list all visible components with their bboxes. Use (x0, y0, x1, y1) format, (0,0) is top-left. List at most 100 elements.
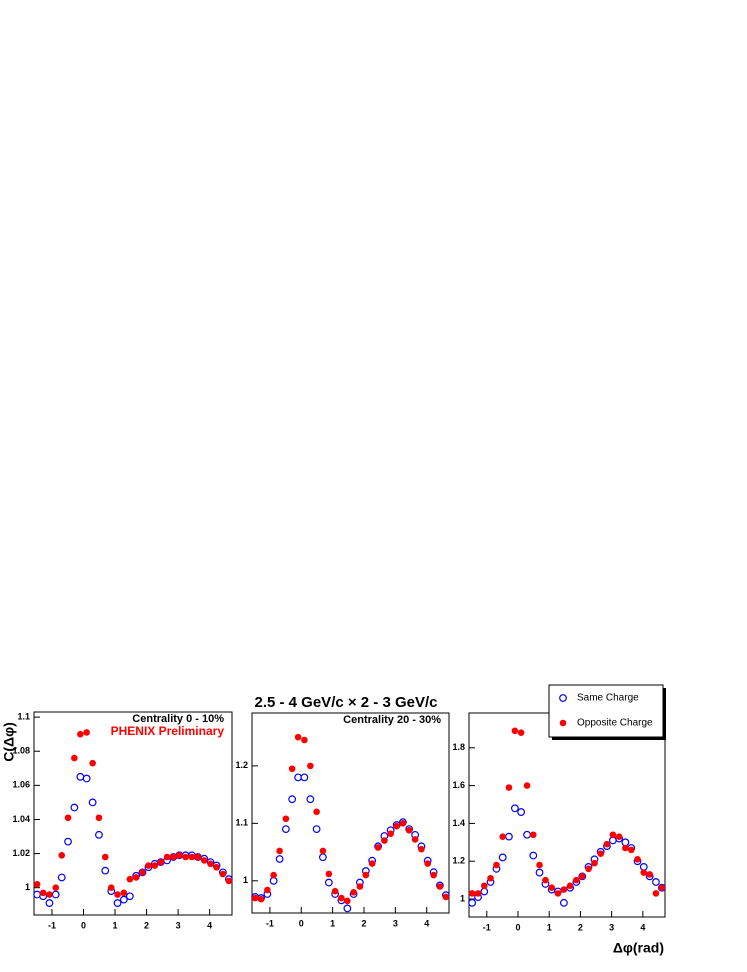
data-point (58, 851, 66, 859)
data-point (207, 860, 214, 868)
data-point (436, 883, 444, 890)
data-point (157, 858, 165, 866)
data-point (646, 871, 654, 878)
data-point (45, 899, 54, 907)
data-point (381, 837, 388, 844)
data-point (70, 803, 79, 812)
data-point (493, 861, 500, 869)
data-point (95, 814, 103, 822)
data-point (306, 795, 315, 804)
data-point (288, 795, 297, 804)
data-point (264, 886, 271, 894)
data-point (573, 876, 580, 884)
data-point (523, 782, 531, 789)
data-point (609, 831, 617, 839)
data-point (621, 838, 630, 847)
data-point (319, 847, 327, 855)
data-point (282, 815, 290, 823)
data-point (529, 851, 538, 860)
legend-label: Same Charge (577, 693, 639, 704)
data-point (89, 759, 96, 767)
x-tick-label: 3 (176, 920, 181, 930)
legend-marker (559, 719, 567, 727)
data-point (126, 875, 134, 883)
y-tick-label: 1.2 (452, 856, 465, 866)
data-point (634, 856, 641, 863)
data-point (294, 773, 303, 782)
data-point (597, 850, 605, 857)
y-tick-label: 1.02 (12, 848, 30, 858)
data-point (275, 855, 284, 863)
data-point (119, 895, 128, 904)
data-point (585, 865, 592, 873)
x-tick-label: 0 (515, 922, 520, 932)
x-tick-label: -1 (483, 922, 491, 932)
data-point (652, 890, 660, 897)
data-point (411, 836, 419, 843)
y-axis-label: C(Δφ) (1, 722, 17, 762)
x-tick-label: 2 (361, 918, 366, 928)
legend-box (548, 684, 664, 738)
x-tick-label: -1 (48, 920, 56, 930)
x-tick-label: 4 (640, 922, 645, 932)
y-tick-label: 1.1 (17, 711, 30, 721)
data-point (442, 893, 450, 901)
y-tick-label: 1.04 (12, 814, 30, 824)
data-point (343, 904, 352, 913)
data-point (505, 832, 513, 841)
plot-frame (33, 711, 233, 916)
data-point (114, 891, 121, 898)
data-point (101, 866, 110, 875)
data-point (313, 808, 320, 816)
data-point (480, 882, 488, 890)
data-point (393, 822, 400, 830)
data-point (510, 804, 519, 813)
data-point (88, 798, 97, 807)
y-tick-label: 1.08 (12, 746, 30, 756)
panel-note: PHENIX Preliminary (111, 724, 225, 738)
data-point (101, 853, 109, 861)
data-point (39, 889, 47, 897)
data-point (307, 762, 314, 770)
data-point (176, 851, 183, 859)
data-point (270, 871, 277, 879)
data-point (356, 883, 364, 890)
data-point (170, 853, 177, 861)
data-point (387, 830, 394, 837)
data-point (77, 730, 84, 738)
data-point (424, 860, 431, 867)
data-point (219, 870, 227, 878)
data-point (46, 891, 53, 898)
panel-label: Centrality 20 - 30% (343, 714, 441, 726)
data-point (603, 840, 611, 848)
x-axis-label: Δφ(rad) (613, 940, 664, 956)
data-point (301, 736, 308, 744)
data-point (324, 878, 333, 887)
data-point (362, 871, 370, 879)
data-point (107, 884, 115, 892)
data-point (64, 814, 72, 822)
data-point (251, 894, 259, 902)
x-tick-label: 2 (578, 922, 583, 932)
y-tick-label: 1 (25, 882, 30, 892)
data-point (517, 808, 526, 816)
data-point (658, 884, 666, 891)
y-tick-label: 1.06 (12, 780, 30, 790)
data-point (163, 853, 171, 861)
data-point (639, 862, 648, 871)
data-point (213, 863, 220, 871)
data-point (615, 833, 623, 840)
data-point (71, 754, 78, 762)
legend-label: Opposite Charge (577, 718, 653, 729)
x-tick-label: 4 (207, 920, 212, 930)
y-tick-label: 1.2 (235, 760, 248, 770)
data-point (418, 845, 425, 853)
data-point (200, 857, 208, 864)
data-point (82, 774, 91, 783)
y-tick-label: 1 (460, 893, 465, 903)
data-point (399, 820, 407, 827)
data-point (325, 870, 333, 878)
data-point (257, 895, 265, 903)
data-point (517, 729, 525, 736)
